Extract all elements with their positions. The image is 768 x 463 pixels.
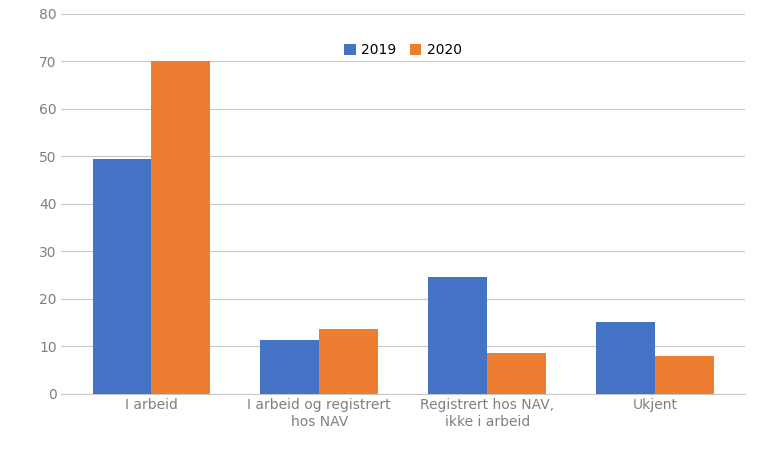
Bar bbox=[429, 277, 487, 394]
Legend: 2019, 2020: 2019, 2020 bbox=[339, 38, 468, 63]
Bar bbox=[655, 356, 714, 394]
Bar bbox=[151, 61, 210, 394]
Bar bbox=[319, 330, 378, 394]
Bar bbox=[92, 159, 151, 394]
Bar bbox=[260, 340, 319, 394]
Bar bbox=[596, 322, 655, 394]
Bar bbox=[487, 353, 546, 394]
